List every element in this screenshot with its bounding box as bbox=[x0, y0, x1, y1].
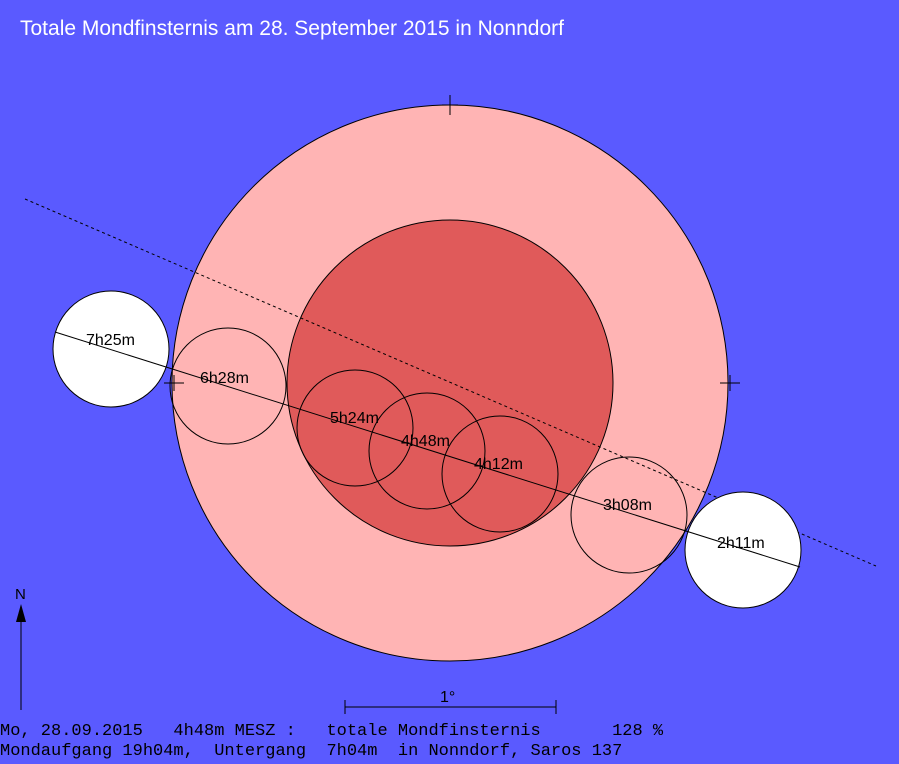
label-3h08m: 3h08m bbox=[603, 497, 652, 514]
moon-outside-2h11m bbox=[684, 491, 802, 609]
label-4h48m: 4h48m bbox=[401, 433, 450, 450]
label-2h11m: 2h11m bbox=[717, 535, 765, 552]
footer-line-1: Mo, 28.09.2015 4h48m MESZ : totale Mondf… bbox=[0, 722, 664, 741]
moon-penumbra-3h08m bbox=[570, 456, 688, 574]
ecliptic-line bbox=[24, 198, 877, 567]
umbra-shadow bbox=[286, 219, 614, 547]
label-7h25m: 7h25m bbox=[86, 332, 135, 349]
moon-path-line bbox=[54, 331, 801, 568]
page-title: Totale Mondfinsternis am 28. September 2… bbox=[20, 17, 564, 40]
north-arrow-head bbox=[16, 604, 26, 622]
moon-penumbra-6h28m bbox=[169, 327, 287, 445]
scale-label: 1° bbox=[440, 689, 455, 706]
north-label: N bbox=[15, 586, 26, 603]
label-4h12m: 4h12m bbox=[474, 456, 523, 473]
moon-umbra-4h12m bbox=[441, 415, 559, 533]
moon-umbra-5h24m bbox=[296, 369, 414, 487]
moon-outside-7h25m bbox=[52, 290, 170, 408]
moon-umbra-4h48m bbox=[368, 392, 486, 510]
footer-line-2: Mondaufgang 19h04m, Untergang 7h04m in N… bbox=[0, 742, 623, 761]
label-6h28m: 6h28m bbox=[200, 370, 249, 387]
label-5h24m: 5h24m bbox=[330, 410, 379, 427]
